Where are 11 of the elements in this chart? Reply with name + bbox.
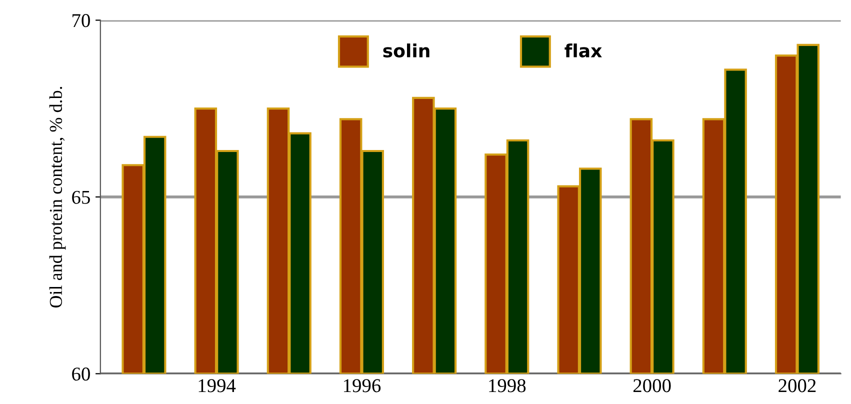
x-tick-label: 1998	[489, 379, 526, 392]
x-tick-label: 2002	[778, 379, 816, 392]
x-tick-label: 1996	[344, 379, 381, 392]
legend-label: flax	[564, 43, 602, 58]
y-tick-label: 65	[72, 190, 90, 204]
y-tick-label: 70	[72, 14, 90, 28]
x-tick-label: 1994	[198, 379, 236, 392]
y-tick-label: 60	[72, 368, 90, 381]
x-tick-label: 2000	[633, 379, 671, 392]
legend-label: solin	[383, 43, 430, 58]
y-axis-title: Oil and protein content, % d.b.	[49, 86, 66, 308]
